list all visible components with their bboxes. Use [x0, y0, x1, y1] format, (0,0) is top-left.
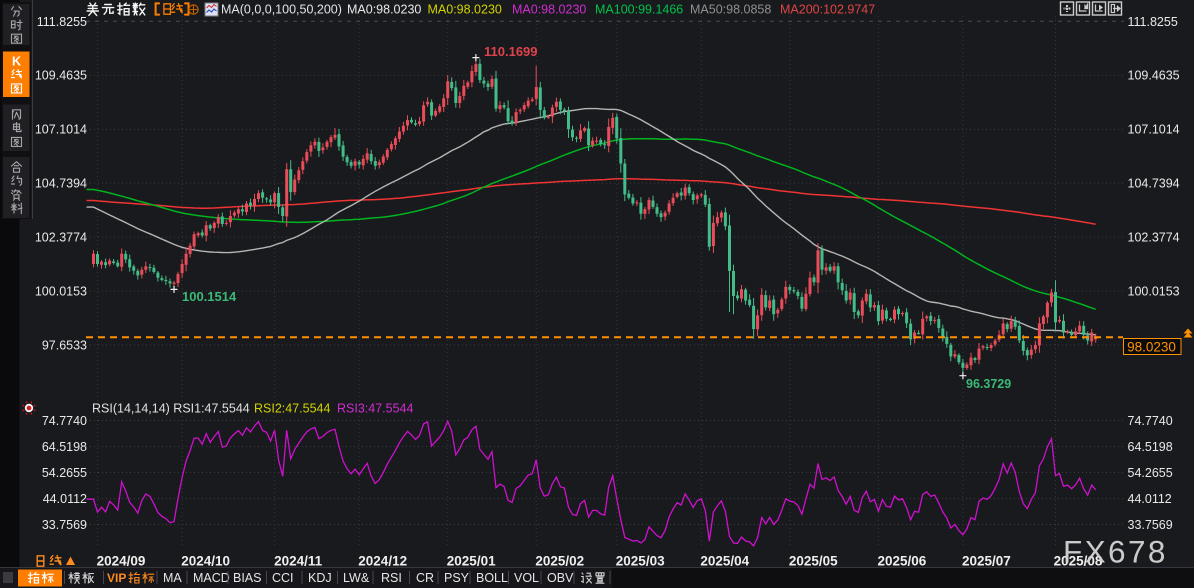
svg-text:MA100:99.1466: MA100:99.1466 — [595, 3, 683, 17]
svg-text:64.5198: 64.5198 — [1128, 440, 1173, 454]
svg-text:MA0:98.0230: MA0:98.0230 — [428, 3, 502, 17]
svg-text:104.7394: 104.7394 — [1128, 177, 1180, 191]
svg-text:2025/07: 2025/07 — [962, 554, 1011, 569]
svg-text:MA200:102.9747: MA200:102.9747 — [780, 3, 875, 17]
svg-text:OBV: OBV — [547, 571, 574, 585]
svg-text:97.6533: 97.6533 — [42, 339, 87, 353]
svg-text:MA0:98.0230: MA0:98.0230 — [512, 3, 586, 17]
svg-text:RSI: RSI — [381, 571, 402, 585]
svg-text:VOL: VOL — [514, 571, 539, 585]
svg-text:2025/04: 2025/04 — [700, 554, 749, 569]
svg-text:110.1699: 110.1699 — [484, 44, 538, 59]
svg-text:FX678: FX678 — [1063, 534, 1168, 570]
svg-text:54.2655: 54.2655 — [42, 466, 87, 480]
svg-text:111.8255: 111.8255 — [1128, 15, 1178, 29]
svg-text:2025/02: 2025/02 — [535, 554, 584, 569]
svg-text:44.0112: 44.0112 — [1128, 492, 1172, 506]
svg-text:109.4635: 109.4635 — [1128, 69, 1180, 83]
svg-text:RSI3:47.5544: RSI3:47.5544 — [337, 402, 413, 416]
svg-text:MA: MA — [163, 571, 182, 585]
svg-text:BIAS: BIAS — [233, 571, 262, 585]
svg-text:MACD: MACD — [193, 571, 230, 585]
svg-text:PSY: PSY — [444, 571, 470, 585]
svg-text:102.3774: 102.3774 — [35, 231, 87, 245]
svg-text:109.4635: 109.4635 — [35, 69, 87, 83]
svg-text:102.3774: 102.3774 — [1128, 231, 1180, 245]
svg-text:100.0153: 100.0153 — [1128, 285, 1180, 299]
svg-text:100.0153: 100.0153 — [35, 285, 87, 299]
svg-text:2024/10: 2024/10 — [181, 554, 230, 569]
svg-text:74.7740: 74.7740 — [42, 414, 87, 428]
svg-text:111.8255: 111.8255 — [37, 15, 87, 29]
svg-text:RSI(14,14,14) RSI1:47.5544: RSI(14,14,14) RSI1:47.5544 — [92, 402, 250, 416]
svg-text:64.5198: 64.5198 — [42, 440, 87, 454]
svg-text:107.1014: 107.1014 — [35, 123, 87, 137]
svg-text:2025/06: 2025/06 — [877, 554, 926, 569]
svg-text:100.1514: 100.1514 — [182, 289, 237, 304]
svg-text:2025/03: 2025/03 — [616, 554, 665, 569]
svg-text:104.7394: 104.7394 — [35, 177, 87, 191]
svg-text:BOLL: BOLL — [476, 571, 508, 585]
svg-text:MA0:98.0230: MA0:98.0230 — [347, 3, 421, 17]
svg-text:44.0112: 44.0112 — [43, 492, 87, 506]
svg-text:2024/09: 2024/09 — [97, 554, 146, 569]
svg-text:KDJ: KDJ — [308, 571, 332, 585]
svg-text:CR: CR — [416, 571, 434, 585]
svg-text:33.7569: 33.7569 — [42, 518, 87, 532]
svg-text:MA50:98.0858: MA50:98.0858 — [690, 3, 771, 17]
svg-text:2024/12: 2024/12 — [358, 554, 407, 569]
svg-text:2025/01: 2025/01 — [447, 554, 496, 569]
svg-text:33.7569: 33.7569 — [1128, 518, 1173, 532]
svg-text:2025/08: 2025/08 — [1054, 554, 1103, 569]
svg-text:LW&: LW& — [343, 571, 370, 585]
svg-text:MA(0,0,0,100,50,200): MA(0,0,0,100,50,200) — [221, 3, 342, 17]
svg-text:98.0230: 98.0230 — [1127, 339, 1176, 354]
svg-text:CCI: CCI — [272, 571, 294, 585]
svg-text:2025/05: 2025/05 — [789, 554, 838, 569]
svg-text:54.2655: 54.2655 — [1128, 466, 1173, 480]
svg-text:96.3729: 96.3729 — [966, 377, 1011, 391]
svg-text:K: K — [12, 54, 21, 68]
svg-text:74.7740: 74.7740 — [1128, 414, 1173, 428]
svg-text:RSI2:47.5544: RSI2:47.5544 — [254, 402, 330, 416]
svg-text:107.1014: 107.1014 — [1128, 123, 1180, 137]
svg-text:2024/11: 2024/11 — [274, 554, 323, 569]
svg-text:VIP: VIP — [107, 571, 126, 585]
